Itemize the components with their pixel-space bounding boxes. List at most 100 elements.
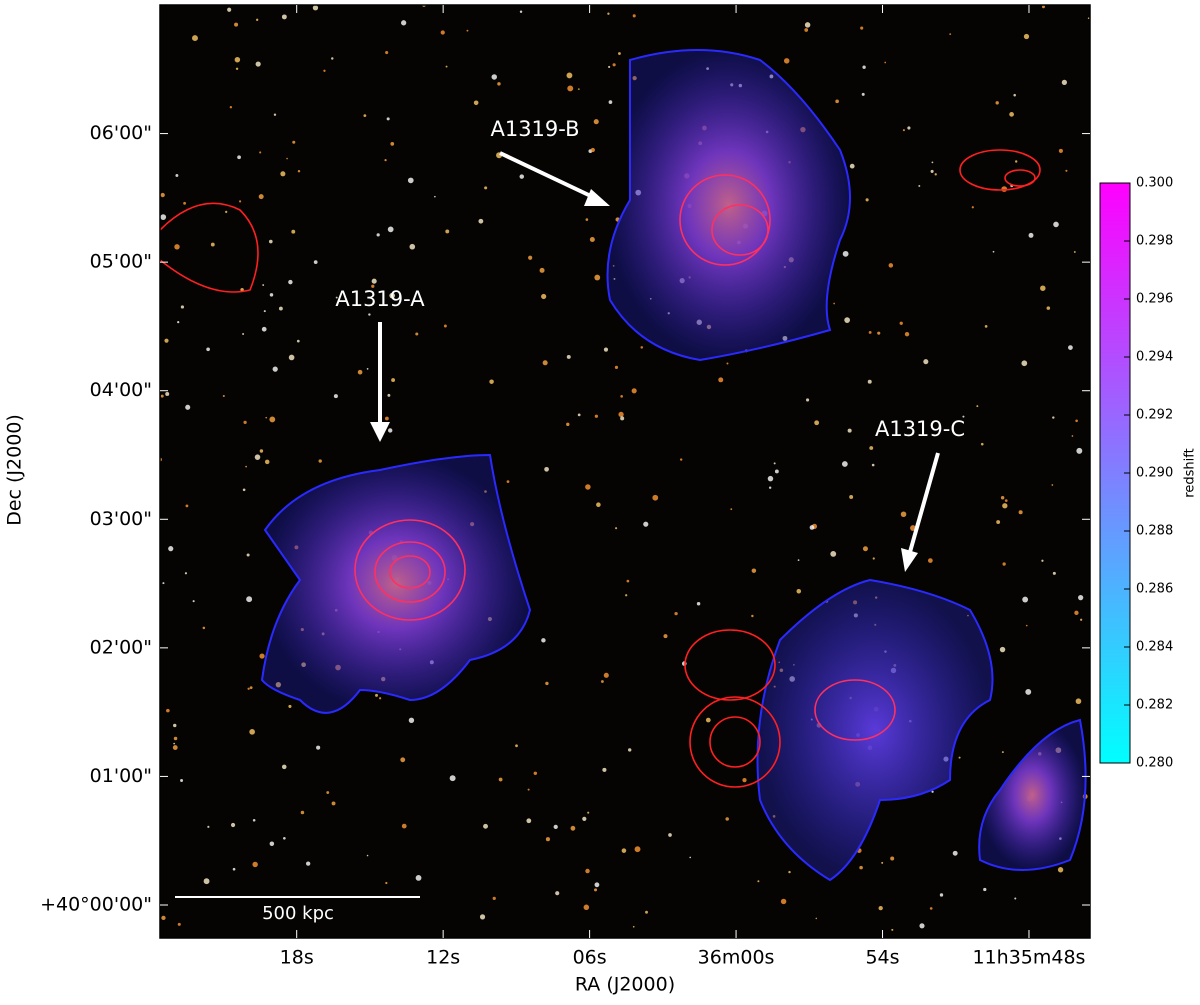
source (718, 377, 724, 383)
source (519, 174, 525, 179)
source (594, 274, 601, 281)
source (269, 416, 276, 423)
source (1058, 148, 1063, 153)
source (1087, 17, 1090, 20)
source (386, 117, 390, 121)
colorbar-tick-label: 0.284 (1136, 640, 1173, 655)
source (900, 511, 907, 518)
source (590, 147, 595, 153)
source (258, 194, 264, 200)
source (180, 305, 184, 309)
source (1004, 499, 1008, 502)
source (608, 65, 611, 69)
frame (159, 4, 1091, 939)
source (877, 331, 881, 335)
source (519, 10, 523, 13)
source (265, 416, 268, 419)
source (387, 393, 391, 397)
source (566, 354, 571, 359)
source (566, 422, 570, 426)
source (872, 557, 875, 560)
source (491, 74, 497, 80)
source (160, 394, 164, 398)
source (962, 415, 965, 418)
source (278, 306, 283, 311)
source (262, 284, 265, 287)
source (835, 99, 839, 104)
source (1001, 751, 1004, 754)
source (409, 243, 416, 250)
source (1073, 251, 1076, 253)
source (797, 559, 800, 562)
source (300, 810, 305, 815)
source (1076, 447, 1083, 454)
source (335, 296, 338, 299)
source (1025, 688, 1032, 695)
source (612, 63, 616, 67)
source (767, 475, 774, 482)
source (833, 302, 836, 305)
source (160, 192, 165, 198)
source (668, 833, 672, 837)
source (999, 646, 1006, 653)
source (1009, 112, 1014, 117)
source (261, 326, 267, 332)
source (881, 861, 884, 864)
source (830, 550, 837, 557)
source (415, 332, 419, 336)
colorbar-tick-label: 0.298 (1136, 234, 1173, 249)
colorbar-label: redshift (1183, 448, 1198, 497)
source (626, 579, 630, 583)
colorbar-tick-label: 0.300 (1136, 176, 1173, 191)
source (203, 878, 210, 885)
colorbar-tick-label: 0.280 (1136, 756, 1173, 771)
cluster-d (978, 718, 1087, 871)
source (379, 697, 382, 700)
source (506, 480, 510, 484)
source (621, 848, 627, 853)
source (904, 331, 910, 337)
source (544, 466, 549, 472)
source (890, 856, 895, 861)
source (273, 113, 277, 116)
source (996, 520, 1001, 524)
source (249, 686, 253, 690)
source (234, 22, 239, 27)
source (173, 723, 177, 728)
x-tick-label: 12s (426, 947, 460, 969)
source (173, 736, 178, 741)
source (483, 823, 488, 829)
x-tick-label: 36m00s (698, 947, 775, 969)
source (861, 92, 865, 96)
source (434, 195, 436, 198)
source (625, 594, 628, 597)
source (553, 824, 558, 830)
source (384, 416, 389, 421)
source (235, 67, 239, 71)
colorbar-tick-label: 0.286 (1136, 582, 1173, 597)
cluster-b (606, 49, 851, 362)
source (931, 790, 934, 793)
source (185, 504, 189, 508)
source (730, 508, 733, 511)
source (407, 177, 414, 184)
source (849, 495, 854, 499)
source (376, 233, 380, 237)
source (268, 239, 273, 244)
source (958, 756, 961, 759)
source (674, 611, 678, 616)
source (899, 321, 903, 325)
cluster-c (756, 578, 994, 882)
source (242, 488, 246, 492)
source (1080, 618, 1083, 621)
source (643, 521, 649, 527)
source (401, 20, 407, 26)
source (177, 321, 180, 324)
source (288, 704, 292, 708)
source (984, 325, 988, 328)
source (679, 458, 683, 461)
source (245, 465, 247, 468)
source (526, 818, 532, 824)
source (292, 140, 296, 144)
source (259, 449, 264, 453)
